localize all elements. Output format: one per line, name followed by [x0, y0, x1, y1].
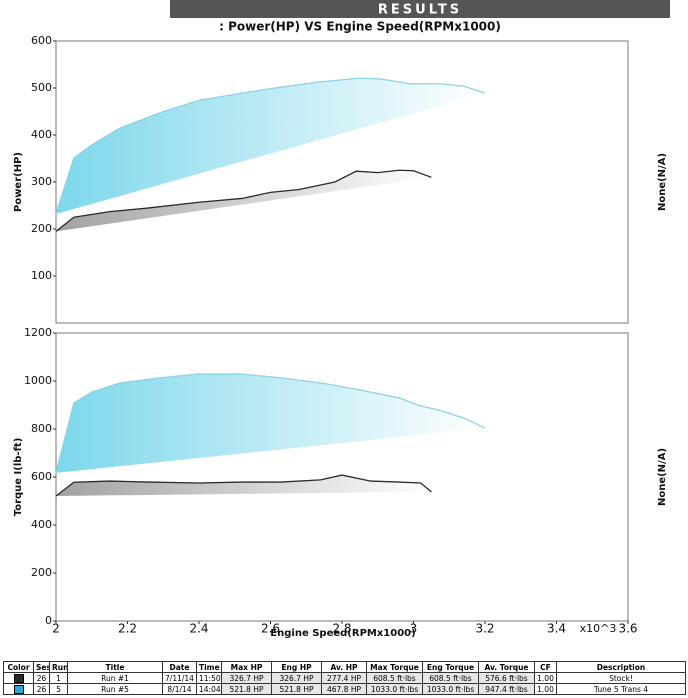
table-cell: Run #5 — [67, 683, 163, 695]
table-cell: 26 — [33, 672, 50, 684]
table-cell: 947.4 ft·lbs — [478, 683, 535, 695]
chart: RESULTS : Power(HP) VS Engine Speed(RPMx… — [13, 0, 670, 639]
column-header: Run — [49, 661, 68, 673]
table-cell: 576.6 ft·lbs — [478, 672, 535, 684]
x-tick-label: 3.4 — [547, 622, 566, 636]
table-cell: 277.4 HP — [321, 672, 367, 684]
color-swatch — [13, 673, 24, 683]
column-header: Eng Torque — [422, 661, 479, 673]
table-cell: 26 — [33, 683, 50, 695]
y-tick-label: 0 — [45, 614, 52, 627]
table-cell: 1.00 — [534, 672, 557, 684]
y-tick-label: 600 — [31, 34, 52, 47]
table-row: 26 5 Run #5 8/1/14 14:04 521.8 HP 521.8 HP 467.… — [3, 683, 686, 695]
y-tick-label: 400 — [31, 518, 52, 531]
column-header: Title — [67, 661, 163, 673]
x-tick-label: 3.6 — [618, 622, 637, 636]
column-header: Max Torque — [366, 661, 423, 673]
y-tick-label: 400 — [31, 128, 52, 141]
table-cell: Tune 5 Trans 4 — [556, 683, 686, 695]
header-bar — [170, 0, 670, 18]
series-line — [55, 77, 486, 215]
series-line — [55, 373, 486, 474]
column-header: Time — [196, 661, 222, 673]
column-header: Date — [162, 661, 197, 673]
y-tick-label: 600 — [31, 470, 52, 483]
column-header: Description — [556, 661, 686, 673]
table-cell: 14:04 — [196, 683, 222, 695]
table-cell: 1.00 — [534, 683, 557, 695]
y-tick-label: 500 — [31, 81, 52, 94]
color-swatch — [13, 684, 24, 694]
x-tick-label: 2.6 — [261, 622, 280, 636]
x-axis-note: x10^3 — [580, 622, 617, 635]
y-tick-label: 1000 — [24, 374, 52, 387]
x-tick-label: 3 — [410, 622, 418, 636]
x-tick-label: 2.4 — [189, 622, 208, 636]
results-table: Color Ses Run Title Date Time Max HP Eng HP Av. … — [3, 661, 686, 695]
area-fill — [56, 374, 485, 473]
table-cell: 11:50 — [196, 672, 222, 684]
table-cell: 1033.0 ft·lbs — [366, 683, 423, 695]
chart-title: : Power(HP) VS Engine Speed(RPMx1000) — [219, 20, 501, 34]
y-tick-label: 200 — [31, 566, 52, 579]
column-header: CF — [534, 661, 557, 673]
series-line — [55, 474, 432, 497]
x-tick-label: 2 — [52, 622, 60, 636]
column-header: Av. Torque — [478, 661, 535, 673]
y-axis-label: Torque I(lb-ft) — [13, 438, 24, 517]
y-tick-label: 1200 — [24, 326, 52, 339]
column-header: Ses — [33, 661, 50, 673]
table-cell: Run #1 — [67, 672, 163, 684]
x-tick-label: 2.2 — [118, 622, 137, 636]
right-axis-label: None(N/A) — [657, 153, 668, 211]
y-axis-label: Power(HP) — [13, 152, 24, 212]
y-tick-label: 800 — [31, 422, 52, 435]
table-cell: 7/11/14 — [162, 672, 197, 684]
table-cell: 1 — [49, 672, 68, 684]
header: RESULTS — [378, 3, 462, 18]
area-fill — [56, 475, 432, 496]
table-cell: 521.8 HP — [271, 683, 322, 695]
table-cell: 608.5 ft·lbs — [366, 672, 423, 684]
area-fill — [56, 170, 432, 232]
x-tick-label: 2.8 — [332, 622, 351, 636]
series-line — [55, 169, 432, 232]
color-cell — [3, 683, 34, 695]
x-tick-label: 3.2 — [475, 622, 494, 636]
table-cell: 8/1/14 — [162, 683, 197, 695]
y-tick-label: 300 — [31, 175, 52, 188]
column-header: Max HP — [221, 661, 272, 673]
table-cell: 1033.0 ft·lbs — [422, 683, 479, 695]
column-header: Eng HP — [271, 661, 322, 673]
column-header: Color — [3, 661, 34, 673]
table-cell: 326.7 HP — [271, 672, 322, 684]
table-cell: 326.7 HP — [221, 672, 272, 684]
table-cell: 5 — [49, 683, 68, 695]
color-cell — [3, 672, 34, 684]
table-cell: 467.8 HP — [321, 683, 367, 695]
table-cell: 521.8 HP — [221, 683, 272, 695]
table-cell: 608.5 ft·lbs — [422, 672, 479, 684]
table-row: 26 1 Run #1 7/11/14 11:50 326.7 HP 326.7 HP 277… — [3, 672, 686, 684]
right-axis-label: None(N/A) — [657, 448, 668, 506]
y-tick-label: 100 — [31, 269, 52, 282]
y-tick-label: 200 — [31, 222, 52, 235]
table-cell: Stock! — [556, 672, 686, 684]
x-axis-label: Engine Speed(RPMx1000) — [270, 628, 415, 639]
column-header: Av. HP — [321, 661, 367, 673]
